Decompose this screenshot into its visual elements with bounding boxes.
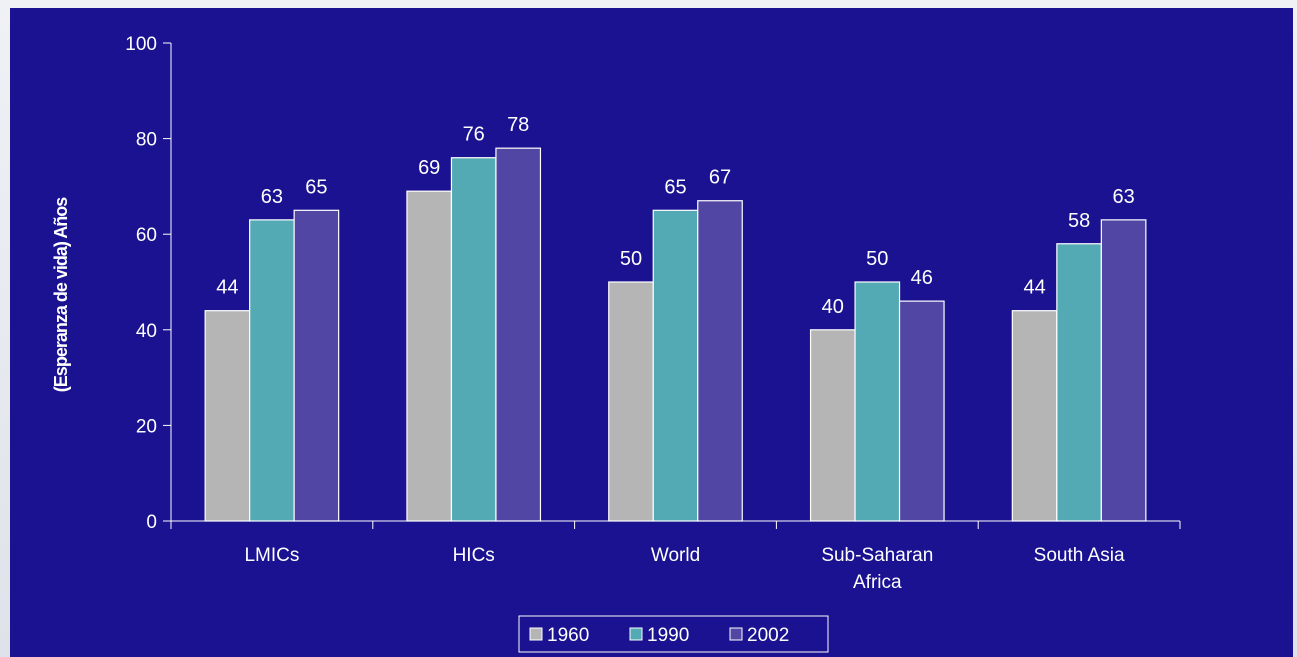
- bar: [204, 310, 251, 522]
- data-label: 40: [822, 296, 844, 318]
- y-axis-title: (Esperanza de vida) Años: [51, 197, 71, 392]
- bar: [450, 157, 497, 522]
- data-label: 63: [261, 186, 283, 208]
- legend-label: 1960: [547, 625, 589, 646]
- data-label: 67: [709, 167, 731, 189]
- data-label: 65: [664, 176, 686, 198]
- y-tick-label: 80: [136, 130, 157, 151]
- data-label: 44: [216, 277, 238, 299]
- x-category-label: HICs: [453, 545, 495, 566]
- legend-swatch: [629, 627, 643, 641]
- chart-panel: 0 20 40 60 80 100 (Esperanza de vida) Años 44 6…: [10, 8, 1293, 657]
- x-category-label: Sub-Saharan: [821, 545, 933, 566]
- x-category-label: South Asia: [1034, 545, 1125, 566]
- y-tick-label: 100: [125, 34, 157, 55]
- y-axis: 0 20 40 60 80 100 (Esperanza de vida) Años: [51, 34, 172, 533]
- x-category-label: World: [651, 545, 700, 566]
- data-label: 78: [507, 114, 529, 136]
- legend-box: [518, 615, 829, 653]
- data-label: 44: [1023, 277, 1045, 299]
- legend-swatch: [729, 627, 743, 641]
- legend-swatch: [529, 627, 543, 641]
- y-tick-label: 20: [136, 416, 157, 437]
- bar: [898, 300, 945, 522]
- bar: [697, 200, 743, 522]
- bar: [406, 190, 453, 522]
- data-label: 69: [418, 157, 440, 179]
- bar: [652, 209, 699, 522]
- x-category-label: LMICs: [244, 545, 299, 566]
- data-label: 50: [866, 248, 888, 270]
- data-label: 50: [620, 248, 642, 270]
- y-tick-label: 60: [136, 225, 157, 246]
- bar: [1100, 219, 1147, 522]
- bar: [854, 281, 901, 522]
- data-label: 58: [1068, 210, 1090, 232]
- data-label: 46: [911, 267, 933, 289]
- x-category-label: Africa: [853, 572, 902, 593]
- y-tick-label: 40: [136, 321, 157, 342]
- bar: [249, 219, 295, 522]
- bar: [608, 281, 654, 522]
- bars: 44 63 65 69 76 78 50 65 67 40 50 46 44 58 63: [204, 114, 1147, 522]
- bar: [293, 209, 340, 522]
- bar: [495, 147, 542, 522]
- y-tick-label: 0: [146, 512, 157, 533]
- legend-label: 1990: [647, 625, 689, 646]
- x-axis: LMICs HICs World Sub-Saharan Africa South Asi…: [170, 520, 1181, 593]
- legend: 1960 1990 2002: [518, 615, 829, 653]
- legend-label: 2002: [747, 625, 789, 646]
- bar: [1011, 310, 1058, 522]
- data-label: 65: [305, 176, 327, 198]
- bar: [1056, 243, 1102, 522]
- bar: [809, 329, 856, 522]
- data-label: 63: [1112, 186, 1134, 208]
- bar-chart: 0 20 40 60 80 100 (Esperanza de vida) Años 44 6…: [51, 34, 1181, 653]
- data-label: 76: [463, 124, 485, 146]
